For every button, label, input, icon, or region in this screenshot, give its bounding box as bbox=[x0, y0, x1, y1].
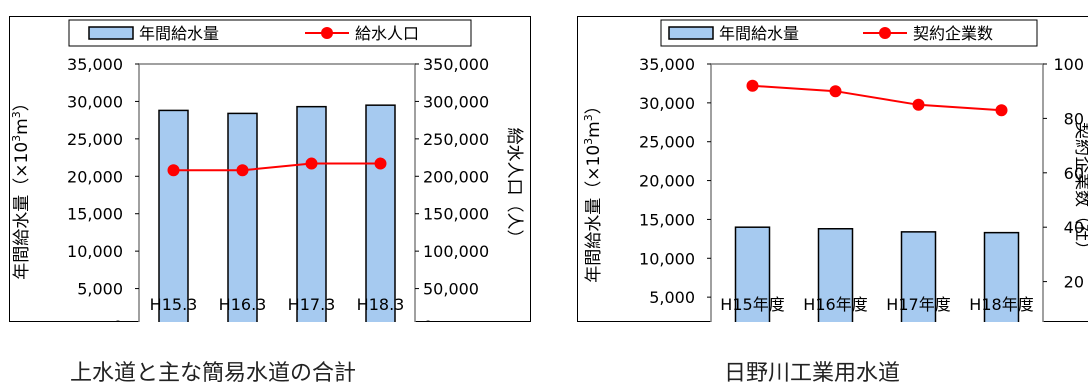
y2-tick-label: 50,000 bbox=[423, 280, 479, 299]
y2-axis-title: 給水人口（人） bbox=[504, 128, 524, 247]
bar bbox=[817, 228, 854, 322]
bar bbox=[900, 231, 937, 322]
x-tick-label: H18年度 bbox=[969, 295, 1033, 314]
line-point bbox=[167, 164, 180, 177]
line-point bbox=[236, 164, 249, 177]
y2-tick-label: 20 bbox=[1064, 273, 1084, 292]
legend-label: 契約企業数 bbox=[913, 24, 993, 43]
line-series bbox=[752, 84, 1002, 112]
y-tick-label: 0 bbox=[113, 317, 123, 322]
line-point bbox=[995, 104, 1008, 117]
legend-line-marker bbox=[321, 27, 333, 39]
y2-tick-label: 250,000 bbox=[423, 130, 489, 149]
y2-tick-label: 80 bbox=[1064, 109, 1084, 128]
line-point bbox=[746, 79, 759, 92]
y2-tick-label: 150,000 bbox=[423, 205, 489, 224]
y-tick-label: 30,000 bbox=[67, 92, 123, 111]
y-axis-title: 年間給水量（×103m3） bbox=[582, 97, 604, 282]
y-tick-label: 35,000 bbox=[67, 55, 123, 74]
x-tick-label: H17.3 bbox=[288, 295, 336, 314]
y2-tick-label: 300,000 bbox=[423, 92, 489, 111]
y2-tick-label: 0 bbox=[423, 317, 433, 322]
y-tick-label: 35,000 bbox=[639, 55, 695, 74]
legend-box bbox=[660, 19, 1038, 47]
y-tick-label: 20,000 bbox=[639, 172, 695, 191]
y-tick-label: 20,000 bbox=[67, 167, 123, 186]
legend-label: 年間給水量 bbox=[139, 24, 219, 43]
bar bbox=[365, 104, 396, 322]
x-tick-label: H15年度 bbox=[720, 295, 784, 314]
chart-hino-industrial-water: 05,00010,00015,00020,00025,00030,00035,0… bbox=[577, 16, 1088, 322]
y2-tick-label: 200,000 bbox=[423, 167, 489, 186]
y2-tick-label: 60 bbox=[1064, 164, 1084, 183]
y2-tick-label: 100,000 bbox=[423, 242, 489, 261]
y2-tick-label: 40 bbox=[1064, 218, 1084, 237]
line-point bbox=[305, 157, 318, 170]
legend-bar-swatch bbox=[668, 26, 714, 40]
chart-caption-2: 日野川工業用水道 bbox=[724, 361, 901, 386]
y-axis-title: 年間給水量（×103m3） bbox=[10, 94, 32, 279]
y-tick-label: 25,000 bbox=[67, 130, 123, 149]
y-tick-label: 15,000 bbox=[67, 205, 123, 224]
x-tick-label: H17年度 bbox=[886, 295, 950, 314]
line-point bbox=[829, 85, 842, 98]
legend-label: 年間給水量 bbox=[719, 24, 799, 43]
y2-tick-label: 350,000 bbox=[423, 55, 489, 74]
line-series bbox=[173, 162, 381, 172]
x-tick-label: H16年度 bbox=[803, 295, 867, 314]
line-point bbox=[912, 98, 925, 111]
y-tick-label: 10,000 bbox=[67, 242, 123, 261]
bar bbox=[158, 109, 189, 322]
bar bbox=[983, 231, 1020, 322]
bar bbox=[734, 226, 771, 322]
y-tick-label: 15,000 bbox=[639, 210, 695, 229]
legend-bar-swatch bbox=[88, 26, 134, 40]
chart-water-supply: 0 5,000 10,000 15,000 20,000 25,000 30,000 35,0… bbox=[9, 16, 531, 322]
legend-label: 給水人口 bbox=[355, 24, 419, 43]
y-tick-label: 5,000 bbox=[77, 280, 123, 299]
x-tick-label: H18.3 bbox=[357, 295, 405, 314]
legend-line-marker bbox=[879, 27, 891, 39]
chart-caption-1: 上水道と主な簡易水道の合計 bbox=[70, 361, 357, 386]
y-tick-label: 10,000 bbox=[639, 249, 695, 268]
y-tick-label: 30,000 bbox=[639, 94, 695, 113]
line-point bbox=[374, 157, 387, 170]
bar bbox=[296, 105, 327, 322]
legend-box bbox=[68, 19, 472, 47]
x-tick-label: H15.3 bbox=[150, 295, 198, 314]
y-tick-label: 25,000 bbox=[639, 133, 695, 152]
x-tick-label: H16.3 bbox=[219, 295, 267, 314]
y2-tick-label: 100 bbox=[1053, 55, 1084, 74]
bar bbox=[227, 112, 258, 322]
y2-axis-title: 契約企業数（社） bbox=[1072, 122, 1088, 258]
y-tick-label: 5,000 bbox=[649, 288, 695, 307]
